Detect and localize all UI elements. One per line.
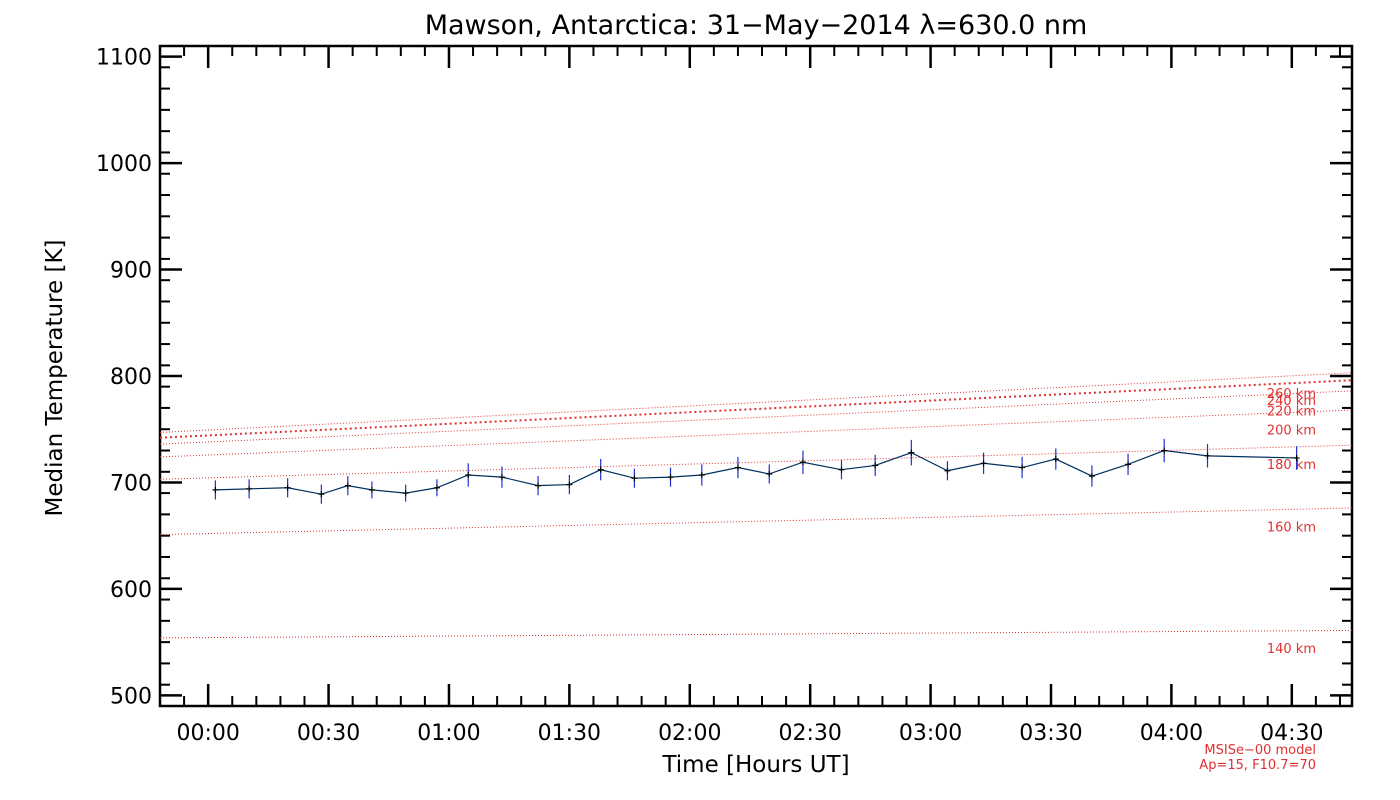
model-curve-label: 180 km xyxy=(1267,458,1316,473)
x-tick-label: 04:30 xyxy=(1260,721,1323,746)
x-tick-label: 03:30 xyxy=(1019,721,1082,746)
y-tick-label: 600 xyxy=(110,578,152,603)
x-tick-label: 01:00 xyxy=(417,721,480,746)
model-curve-label: 200 km xyxy=(1267,423,1316,438)
x-tick-label: 02:30 xyxy=(778,721,841,746)
y-tick-label: 1000 xyxy=(96,152,152,177)
model-curve xyxy=(159,629,1353,639)
model-curve-label: 160 km xyxy=(1267,520,1316,535)
model-curve xyxy=(159,507,1353,536)
model-curve xyxy=(159,372,1353,433)
x-tick-label: 00:00 xyxy=(176,721,239,746)
model-note-line2: Ap=15, F10.7=70 xyxy=(1199,758,1316,773)
series-line xyxy=(215,449,1297,495)
model-curve-label: 140 km xyxy=(1267,642,1316,657)
x-tick-label: 02:00 xyxy=(658,721,721,746)
y-tick-label: 800 xyxy=(110,365,152,390)
model-curve-label: 240 km xyxy=(1267,394,1316,409)
x-tick-label: 01:30 xyxy=(538,721,601,746)
y-tick-label: 700 xyxy=(110,471,152,496)
x-axis-label: Time [Hours UT] xyxy=(661,752,849,778)
model-curve-label: 260 km xyxy=(1267,387,1316,402)
chart-title: Mawson, Antarctica: 31−May−2014 λ=630.0 … xyxy=(425,10,1088,41)
model-curve xyxy=(159,379,1353,439)
x-tick-label: 04:00 xyxy=(1140,721,1203,746)
y-tick-label: 1100 xyxy=(96,46,152,71)
model-note-line1: MSISe−00 model xyxy=(1204,743,1316,758)
series-layer xyxy=(212,438,1300,504)
model-curve xyxy=(159,444,1353,480)
y-tick-label: 900 xyxy=(110,259,152,284)
model-curve xyxy=(159,390,1353,445)
model-curve xyxy=(159,409,1353,458)
plot-frame xyxy=(158,44,1354,708)
axes-layer: 500 600 700 800 900 1000 1100 00:00 00:30 01:00 01… xyxy=(96,44,1354,746)
x-tick-label: 00:30 xyxy=(297,721,360,746)
x-tick-label: 03:00 xyxy=(899,721,962,746)
y-tick-label: 500 xyxy=(110,684,152,709)
model-curve-label: 220 km xyxy=(1267,405,1316,420)
y-axis-label: Median Temperature [K] xyxy=(42,240,68,517)
